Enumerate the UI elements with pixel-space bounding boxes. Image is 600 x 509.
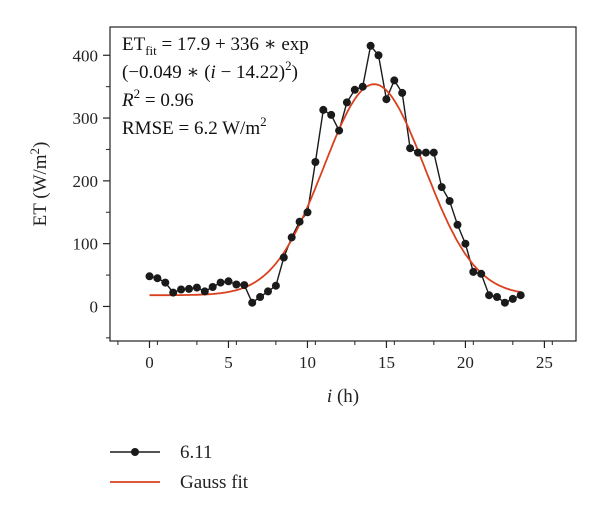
x-tick-label: 25 bbox=[536, 353, 553, 372]
annotation-line-1: ETfit = 17.9 + 336 ∗ exp bbox=[122, 34, 309, 58]
data-point bbox=[437, 183, 446, 192]
annotation-equation: = 17.9 + 336 ∗ exp bbox=[157, 34, 309, 55]
data-point bbox=[311, 158, 320, 166]
x-tick-label: 0 bbox=[145, 353, 154, 372]
data-point bbox=[516, 291, 525, 300]
data-point bbox=[240, 281, 249, 290]
data-point bbox=[445, 197, 454, 205]
data-point bbox=[461, 239, 470, 248]
data-point bbox=[398, 88, 407, 97]
legend-label-fit: Gauss fit bbox=[180, 472, 249, 493]
y-axis-title: ET (W/m2) bbox=[27, 142, 51, 227]
y-axis-title-sup: 2 bbox=[27, 148, 42, 155]
data-point bbox=[279, 253, 288, 262]
x-axis-title-var: i bbox=[327, 386, 332, 407]
y-tick-label: 300 bbox=[73, 109, 99, 128]
data-point bbox=[153, 274, 162, 283]
x-axis-title: i (h) bbox=[327, 386, 359, 407]
data-point bbox=[287, 233, 296, 242]
plot-frame bbox=[109, 26, 577, 342]
series-line-observed bbox=[149, 44, 521, 304]
data-point bbox=[477, 269, 486, 278]
annotation-r: R bbox=[121, 90, 134, 111]
annotation-rmse-sup: 2 bbox=[260, 114, 267, 129]
x-tick-label: 5 bbox=[224, 353, 233, 372]
legend-marker-observed bbox=[131, 448, 139, 456]
data-point bbox=[224, 277, 233, 286]
data-point bbox=[216, 278, 225, 287]
data-point bbox=[232, 280, 241, 289]
data-point bbox=[358, 82, 367, 91]
data-point bbox=[319, 105, 328, 114]
annotation-exp-close: ) bbox=[292, 62, 298, 83]
data-point bbox=[335, 126, 344, 135]
x-tick-label: 15 bbox=[378, 353, 395, 372]
data-point bbox=[469, 267, 478, 276]
data-point bbox=[208, 283, 217, 291]
data-point bbox=[382, 95, 391, 104]
data-point bbox=[429, 148, 438, 157]
data-point bbox=[390, 76, 399, 85]
y-axis-title-close: ) bbox=[30, 142, 51, 148]
series-line-gauss-fit bbox=[149, 83, 521, 297]
annotation-line-4: RMSE = 6.2 W/m2 bbox=[122, 114, 267, 139]
series-layer bbox=[145, 41, 525, 307]
annotation-r-value: = 0.96 bbox=[140, 90, 193, 111]
data-point bbox=[327, 110, 336, 119]
x-axis-title-unit: (h) bbox=[332, 386, 359, 407]
data-point bbox=[406, 144, 415, 153]
annotation-exp-var: i bbox=[211, 62, 216, 83]
y-tick-label: 200 bbox=[73, 172, 99, 191]
legend: 6.11 Gauss fit bbox=[110, 442, 249, 493]
annotation-r-sup: 2 bbox=[134, 86, 141, 101]
annotation-line-2: (−0.049 ∗ (i − 14.22)2) bbox=[122, 58, 298, 83]
data-point bbox=[414, 148, 422, 157]
annotation-et: ET bbox=[122, 34, 146, 55]
data-point bbox=[303, 208, 312, 217]
annotation-exp-open: (−0.049 ∗ ( bbox=[122, 62, 211, 83]
data-point bbox=[350, 85, 359, 94]
data-point bbox=[500, 298, 509, 307]
annotation-exp-sup: 2 bbox=[285, 58, 292, 73]
data-point bbox=[192, 283, 201, 292]
data-point bbox=[342, 98, 351, 107]
y-axis-title-main: ET (W/m bbox=[30, 154, 51, 226]
y-tick-label: 400 bbox=[73, 46, 99, 65]
data-point bbox=[271, 281, 280, 290]
data-point bbox=[421, 148, 430, 157]
axis-ticks: 0 5 10 15 20 25 0 100 200 300 400 bbox=[73, 46, 553, 372]
annotation-fit-sub: fit bbox=[145, 43, 157, 58]
data-point bbox=[453, 220, 462, 229]
data-point bbox=[145, 272, 154, 281]
data-point bbox=[256, 293, 265, 301]
data-point bbox=[508, 294, 517, 303]
data-point bbox=[374, 51, 383, 60]
y-tick-label: 0 bbox=[90, 297, 99, 316]
data-point bbox=[185, 284, 193, 293]
x-tick-label: 10 bbox=[299, 353, 316, 372]
data-point bbox=[366, 41, 375, 50]
data-point bbox=[248, 298, 257, 307]
data-point bbox=[177, 285, 186, 294]
x-tick-label: 20 bbox=[457, 353, 474, 372]
annotation-rmse: RMSE = 6.2 W/m bbox=[122, 118, 260, 139]
annotation-line-3: R2 = 0.96 bbox=[121, 86, 194, 111]
data-point bbox=[264, 287, 272, 296]
y-tick-label: 100 bbox=[73, 235, 99, 254]
data-point bbox=[200, 287, 209, 296]
annotation-exp-rest: − 14.22) bbox=[216, 62, 285, 83]
data-point bbox=[485, 291, 494, 300]
data-point bbox=[295, 217, 304, 226]
data-point bbox=[161, 278, 170, 287]
data-point bbox=[493, 293, 501, 301]
data-point bbox=[169, 288, 178, 297]
legend-label-observed: 6.11 bbox=[180, 442, 213, 463]
fit-annotation: ETfit = 17.9 + 336 ∗ exp (−0.049 ∗ (i − … bbox=[121, 34, 309, 139]
